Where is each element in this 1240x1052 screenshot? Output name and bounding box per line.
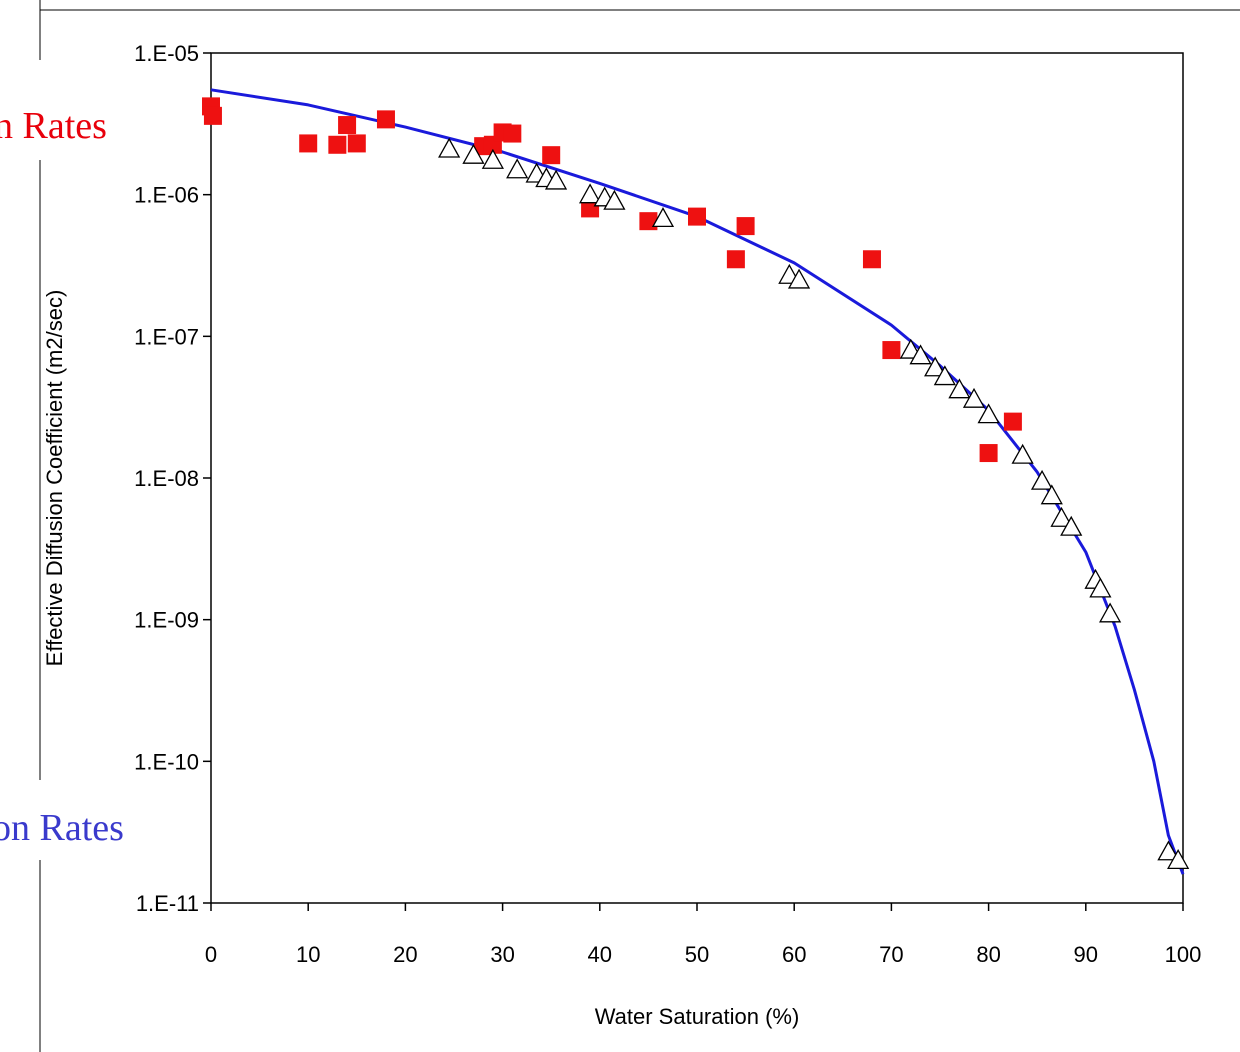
y-tick-label: 1.E-08 bbox=[134, 466, 199, 491]
y-axis-title: Effective Diffusion Coefficient (m2/sec) bbox=[42, 290, 67, 667]
triangle-point bbox=[651, 207, 675, 228]
x-tick-label: 10 bbox=[296, 942, 320, 967]
triangle-point bbox=[1089, 577, 1112, 598]
square-point bbox=[503, 124, 522, 143]
square-point bbox=[338, 116, 357, 135]
square-point bbox=[736, 217, 755, 236]
y-tick-label: 1.E-06 bbox=[134, 183, 199, 208]
y-tick-label: 1.E-09 bbox=[134, 608, 199, 633]
x-tick-label: 40 bbox=[588, 942, 612, 967]
plot-area bbox=[210, 52, 1184, 904]
triangle-point bbox=[1011, 443, 1034, 464]
y-tick-label: 1.E-07 bbox=[134, 324, 199, 349]
triangle-point bbox=[578, 183, 602, 204]
triangle-point bbox=[1030, 469, 1054, 490]
x-tick-label: 50 bbox=[685, 942, 709, 967]
triangle-point bbox=[506, 158, 529, 179]
square-point bbox=[203, 106, 222, 125]
square-point bbox=[328, 135, 347, 154]
x-tick-label: 100 bbox=[1165, 942, 1202, 967]
triangle-point bbox=[481, 148, 504, 169]
y-axis-ticks: 1.E-05 1.E-06 1.E-07 1.E-08 1.E-09 1.E-10 1.E-… bbox=[134, 41, 211, 916]
triangle-point bbox=[1040, 484, 1063, 505]
triangle-point bbox=[909, 344, 932, 365]
x-tick-label: 80 bbox=[976, 942, 1000, 967]
triangle-series-layer bbox=[438, 137, 1190, 870]
x-axis-title: Water Saturation (%) bbox=[595, 1004, 800, 1029]
square-point bbox=[862, 250, 881, 269]
triangle-point bbox=[438, 137, 461, 158]
slide-frame bbox=[39, 0, 1240, 1052]
x-tick-label: 90 bbox=[1074, 942, 1098, 967]
side-label-bottom: on Rates bbox=[0, 807, 124, 849]
x-tick-label: 60 bbox=[782, 942, 806, 967]
triangle-point bbox=[1050, 506, 1073, 527]
triangle-point bbox=[1060, 515, 1083, 536]
triangle-point bbox=[933, 365, 956, 386]
x-tick-label: 20 bbox=[393, 942, 417, 967]
square-point bbox=[581, 199, 600, 218]
triangle-point bbox=[924, 356, 947, 377]
y-tick-label: 1.E-11 bbox=[136, 891, 199, 916]
x-tick-label: 30 bbox=[490, 942, 514, 967]
square-point bbox=[979, 444, 998, 463]
square-point bbox=[688, 207, 706, 226]
triangle-point bbox=[948, 378, 971, 399]
square-point bbox=[376, 110, 395, 129]
y-tick-label: 1.E-10 bbox=[134, 749, 199, 774]
triangle-point bbox=[962, 387, 986, 408]
triangle-point bbox=[462, 143, 485, 164]
triangle-point bbox=[603, 189, 626, 210]
triangle-point bbox=[787, 268, 811, 289]
triangle-point bbox=[544, 169, 568, 190]
square-point bbox=[542, 146, 561, 165]
triangle-point bbox=[1167, 849, 1190, 870]
square-point bbox=[882, 341, 901, 360]
triangle-point bbox=[977, 403, 1000, 424]
y-tick-label: 1.E-05 bbox=[134, 41, 199, 66]
square-point bbox=[299, 134, 318, 153]
square-point bbox=[639, 212, 658, 231]
square-point bbox=[1003, 412, 1022, 431]
x-tick-label: 70 bbox=[879, 942, 903, 967]
square-point bbox=[347, 134, 366, 153]
triangle-point bbox=[1157, 840, 1180, 861]
triangle-point bbox=[1098, 602, 1122, 623]
side-label-top: n Rates bbox=[0, 105, 107, 147]
square-series-layer bbox=[202, 97, 1022, 463]
square-point bbox=[726, 250, 745, 269]
x-tick-label: 0 bbox=[205, 942, 217, 967]
x-axis-ticks: 0 10 20 30 40 50 60 70 80 90 100 bbox=[205, 903, 1201, 967]
